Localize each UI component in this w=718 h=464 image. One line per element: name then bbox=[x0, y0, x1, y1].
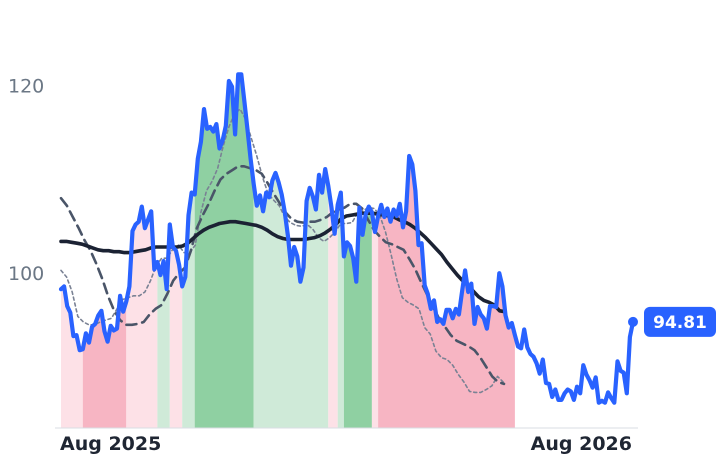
regime-band-bull-strong bbox=[343, 206, 372, 428]
y-axis-ticks: 100 120 bbox=[8, 76, 44, 286]
fast-ma-line bbox=[60, 108, 504, 394]
series-lines bbox=[58, 72, 636, 405]
regime-band-bull-strong bbox=[194, 74, 254, 429]
y-tick-label: 120 bbox=[8, 76, 44, 98]
regime-band-bear-light bbox=[371, 212, 379, 428]
x-tick-label: Aug 2025 bbox=[60, 433, 161, 455]
regime-band-bear-light bbox=[328, 186, 338, 428]
regime-band-bear-light bbox=[126, 206, 158, 428]
last-value-badge bbox=[644, 306, 716, 337]
price-line bbox=[58, 72, 636, 405]
regime-bands bbox=[61, 74, 515, 429]
regime-band-bear-strong bbox=[378, 156, 515, 428]
last-value-marker: 94.81 bbox=[628, 306, 716, 337]
last-value-label: 94.81 bbox=[653, 313, 707, 333]
x-tick-label: Aug 2026 bbox=[531, 433, 632, 455]
y-tick-label: 100 bbox=[8, 263, 44, 285]
last-value-dot bbox=[628, 316, 638, 327]
regime-band-bear-light bbox=[61, 286, 83, 428]
slow-ma-line bbox=[59, 211, 507, 314]
x-axis-ticks: Aug 2025 Aug 2026 bbox=[60, 433, 632, 455]
